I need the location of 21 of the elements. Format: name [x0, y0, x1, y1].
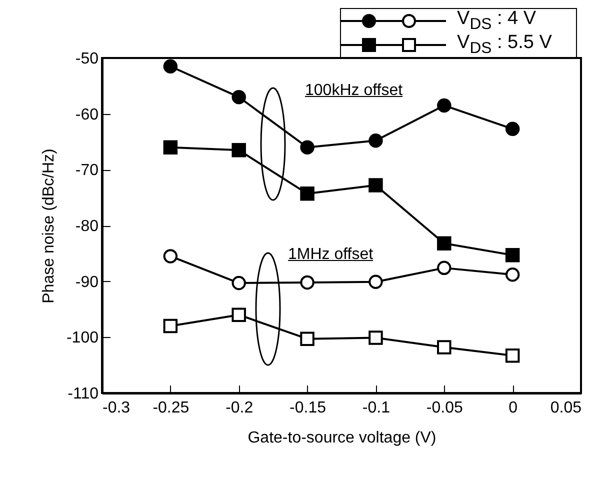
- x-tick-label: -0.1: [362, 400, 390, 416]
- x-tick-label: -0.25: [152, 400, 190, 416]
- y-axis-title: Phase noise (dBc/Hz): [40, 148, 58, 304]
- y-tick-label: -70: [75, 162, 99, 180]
- y-tick-label: -50: [75, 50, 99, 68]
- annotation: 1MHz offset: [288, 246, 374, 264]
- x-tick-label: -0.3: [102, 400, 130, 416]
- x-tick-label: -0.15: [290, 400, 326, 416]
- y-tick-label: -100: [66, 330, 99, 347]
- y-tick-label: -80: [75, 218, 99, 235]
- annotation: 100kHz offset: [305, 82, 403, 100]
- x-axis-title: Gate-to-source voltage (V): [248, 430, 436, 446]
- x-tick-label: -0.2: [226, 400, 254, 416]
- x-tick-label: 0: [508, 400, 518, 416]
- x-tick-label: 0.05: [550, 400, 582, 416]
- legend-label: V$_{DS}$ : 4 V: [457, 8, 536, 34]
- y-tick-label: -60: [75, 106, 99, 124]
- legend-label: V$_{DS}$ : 5.5 V: [457, 32, 552, 58]
- x-tick-label: -0.05: [426, 400, 463, 416]
- y-tick-label: -110: [68, 386, 99, 402]
- y-tick-label: -90: [75, 274, 99, 291]
